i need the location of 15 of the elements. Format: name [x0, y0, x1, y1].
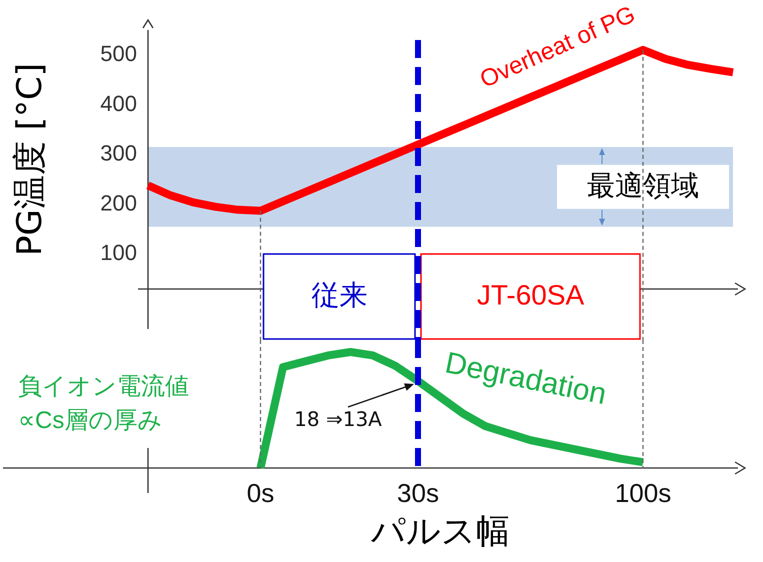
x-axis-title: パルス幅 [370, 511, 510, 552]
y-axis-title: 負イオン電流値 ∝Cs層の厚み [18, 372, 189, 436]
y-tick-label: 100 [100, 240, 137, 266]
x-tick-label: 30s [397, 478, 439, 508]
x-tick-label: 0s [246, 478, 274, 508]
band-label: 最適領域 [587, 169, 699, 202]
y-axis-title: PG温度 [°C] [10, 63, 50, 256]
y-tick-label: 300 [100, 140, 137, 166]
band-label: 従来 [311, 280, 368, 311]
annotation: 18 ⇒13A [294, 407, 382, 432]
band-label: JT-60SA [476, 280, 585, 311]
x-tick-label: 100s [614, 478, 672, 508]
y-tick-label: 200 [100, 190, 137, 216]
y-tick-label: 400 [100, 90, 137, 116]
y-tick-label: 500 [100, 40, 137, 66]
